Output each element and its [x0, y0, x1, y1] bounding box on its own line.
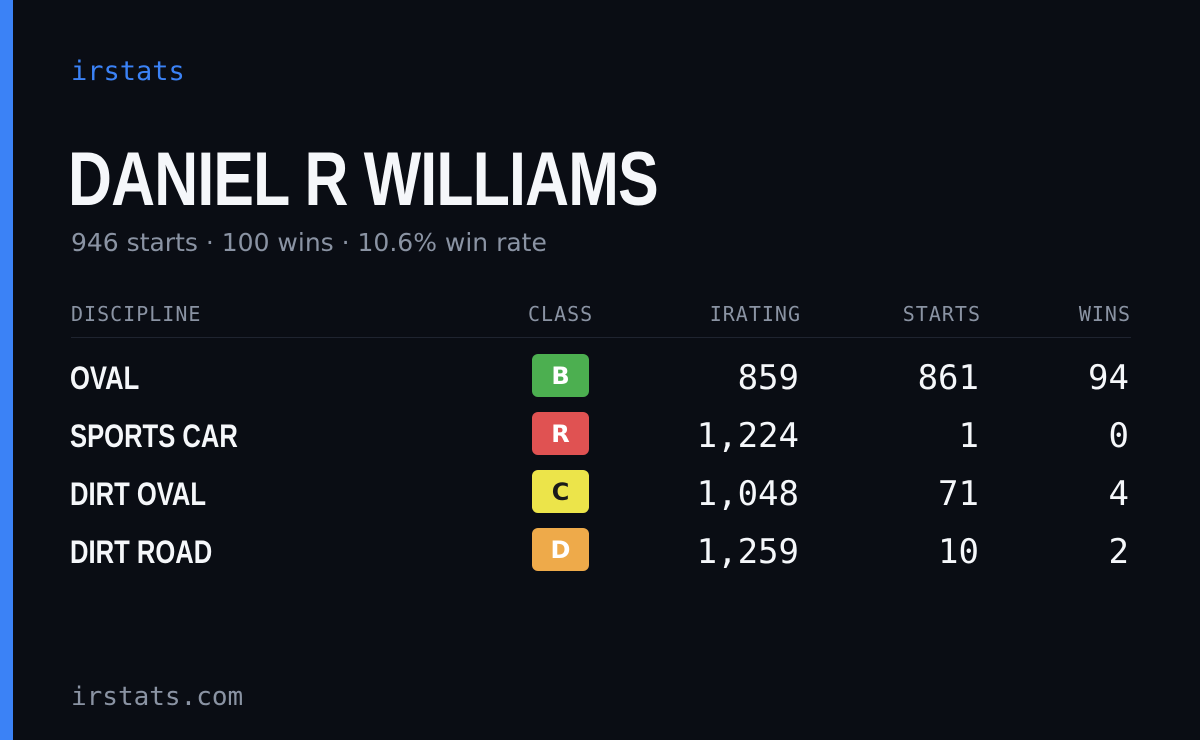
table-row: SPORTS CAR R 1,224 1 0 [0, 412, 1200, 470]
starts-value: 71 [938, 474, 979, 514]
table-row: DIRT OVAL C 1,048 71 4 [0, 470, 1200, 528]
class-badge: R [532, 412, 589, 455]
discipline-label: SPORTS CAR [70, 418, 238, 454]
class-badge: D [532, 528, 589, 571]
class-badge: C [532, 470, 589, 513]
starts-value: 10 [938, 532, 979, 572]
brand-logo: irstats [71, 56, 185, 87]
accent-bar [0, 0, 13, 740]
header-class: CLASS [528, 302, 594, 326]
wins-value: 94 [1088, 358, 1129, 398]
driver-name: DANIEL R WILLIAMS [68, 137, 659, 222]
wins-value: 0 [1108, 416, 1129, 456]
header-irating: IRATING [709, 302, 801, 326]
starts-value: 1 [958, 416, 979, 456]
header-discipline: DISCIPLINE [71, 302, 202, 326]
discipline-label: DIRT OVAL [70, 476, 207, 512]
header-divider [71, 337, 1131, 338]
irating-value: 1,224 [696, 416, 799, 456]
header-wins: WINS [1078, 302, 1131, 326]
starts-value: 861 [917, 358, 979, 398]
irating-value: 1,259 [696, 532, 799, 572]
irating-value: 859 [737, 358, 799, 398]
driver-summary: 946 starts · 100 wins · 10.6% win rate [71, 228, 547, 257]
header-starts: STARTS [902, 302, 981, 326]
wins-value: 2 [1108, 532, 1129, 572]
class-badge: B [532, 354, 589, 397]
table-row: DIRT ROAD D 1,259 10 2 [0, 528, 1200, 586]
footer-url: irstats.com [71, 682, 244, 712]
wins-value: 4 [1108, 474, 1129, 514]
discipline-label: DIRT ROAD [70, 534, 213, 570]
irating-value: 1,048 [696, 474, 799, 514]
discipline-label: OVAL [70, 360, 140, 396]
table-row: OVAL B 859 861 94 [0, 354, 1200, 412]
